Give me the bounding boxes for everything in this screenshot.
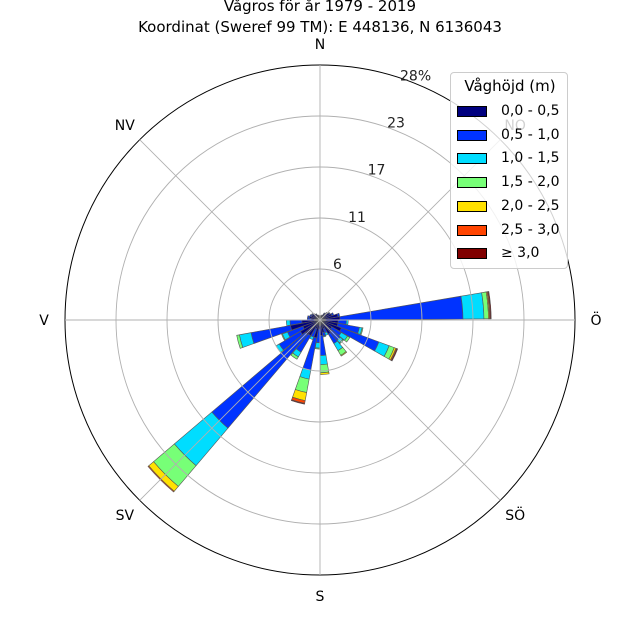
sector-segment xyxy=(330,312,335,316)
legend-label: 0,0 - 0,5 xyxy=(501,103,560,119)
sector-segment xyxy=(281,333,286,341)
sector-segment xyxy=(314,313,318,316)
legend-item: 2,5 - 3,0 xyxy=(457,221,559,239)
radial-tick-label: 23 xyxy=(387,116,405,132)
sector-segment xyxy=(314,347,321,350)
direction-label: SÖ xyxy=(505,506,525,524)
grid-spoke xyxy=(319,319,501,501)
grid-spoke xyxy=(139,139,321,321)
sector-segment xyxy=(320,363,330,374)
sector-segment xyxy=(310,313,314,316)
sector-segment xyxy=(290,399,306,405)
legend-swatch xyxy=(457,247,487,259)
radial-tick-label: 6 xyxy=(333,257,342,273)
radial-tick-label: 17 xyxy=(368,163,386,179)
legend-swatch xyxy=(457,129,487,141)
chart-subtitle: Koordinat (Sweref 99 TM): E 448136, N 61… xyxy=(138,18,502,36)
chart-title: Vågros för år 1979 - 2019 xyxy=(223,0,417,15)
legend-item: 1,5 - 2,0 xyxy=(457,173,559,191)
direction-label: Ö xyxy=(590,311,601,329)
legend-swatch xyxy=(457,224,487,236)
grid-spoke xyxy=(139,319,321,501)
legend-swatch xyxy=(457,200,487,212)
sector-segment xyxy=(307,315,311,319)
legend-label: ≥ 3,0 xyxy=(501,245,540,261)
sector-segment xyxy=(290,352,299,360)
direction-label: V xyxy=(39,313,49,329)
sector-segment xyxy=(286,319,291,326)
sector-segment xyxy=(309,314,313,318)
legend-label: 1,5 - 2,0 xyxy=(501,174,560,190)
sector-segment xyxy=(319,354,328,365)
radial-tick-label: 28% xyxy=(400,68,431,84)
radial-tick-label: 11 xyxy=(348,210,366,226)
sector-segment xyxy=(339,295,464,321)
legend-swatch xyxy=(457,105,487,117)
legend-item: 1,0 - 1,5 xyxy=(457,149,559,167)
sector-segment xyxy=(487,291,492,320)
direction-label: S xyxy=(316,589,325,605)
legend-label: 2,5 - 3,0 xyxy=(501,222,560,238)
legend-item: ≥ 3,0 xyxy=(457,244,539,262)
legend-item: 0,5 - 1,0 xyxy=(457,126,559,144)
direction-label: N xyxy=(315,37,325,53)
sector-segment xyxy=(390,348,399,362)
sector-segment xyxy=(319,334,327,356)
legend-title: Våghöjd (m) xyxy=(464,77,556,95)
legend-label: 2,0 - 2,5 xyxy=(501,198,560,214)
sector-segment xyxy=(340,351,348,357)
sector-segment xyxy=(345,319,349,326)
legend-item: 0,0 - 0,5 xyxy=(457,102,559,120)
sector-segment xyxy=(336,312,341,318)
direction-label: NV xyxy=(115,118,135,134)
sector-segment xyxy=(359,327,364,336)
legend-swatch xyxy=(457,176,487,188)
sector-segment xyxy=(147,465,175,493)
direction-label: SV xyxy=(116,508,135,524)
legend-label: 0,5 - 1,0 xyxy=(501,127,560,143)
legend-swatch xyxy=(457,152,487,164)
legend: Våghöjd (m) 0,0 - 0,5 0,5 - 1,0 1,0 - 1,… xyxy=(450,72,568,269)
legend-item: 2,0 - 2,5 xyxy=(457,197,559,215)
sector-segment xyxy=(344,335,351,343)
legend-label: 1,0 - 1,5 xyxy=(501,150,560,166)
sector-segment xyxy=(236,334,244,349)
